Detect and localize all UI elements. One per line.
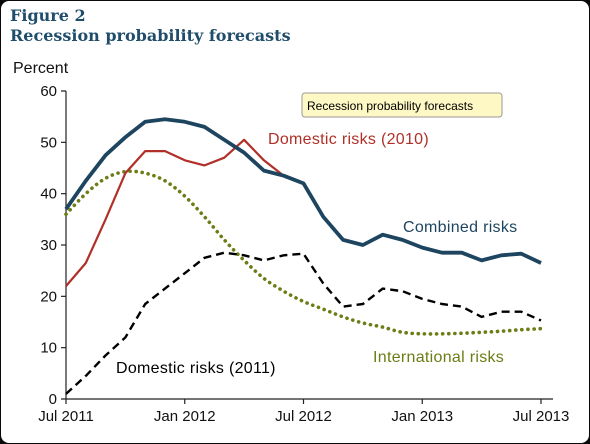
tooltip-box (301, 92, 503, 118)
figure-number: Figure 2 (10, 6, 86, 25)
series-line-international-risks (64, 169, 543, 336)
x-tick-label: Jan 2013 (391, 408, 453, 425)
series-layer (64, 117, 543, 395)
tooltip: Recession probability forecasts (301, 92, 503, 118)
label-international: International risks (373, 349, 504, 366)
y-tick-label: 20 (40, 288, 57, 305)
x-tick-label: Jul 2012 (275, 408, 332, 425)
x-tick-label: Jul 2011 (38, 408, 94, 425)
axes: 0 10 20 30 40 50 60 Jul 2011 Jan 2012 Jul 2012 Jan… (38, 83, 569, 425)
y-tick-label: 0 (49, 391, 57, 408)
y-axis-label: Percent (13, 60, 69, 77)
label-domestic-2010: Domestic risks (2010) (268, 131, 429, 148)
y-tick-label: 30 (40, 237, 57, 254)
y-tick-label: 50 (40, 134, 57, 151)
series-line-combined-risks (64, 117, 542, 265)
y-tick-label: 60 (40, 83, 57, 100)
series-line-domestic-risks-2010 (65, 138, 285, 287)
figure-title: Recession probability forecasts (10, 26, 291, 45)
x-tick-label: Jan 2012 (154, 408, 216, 425)
y-tick-label: 10 (40, 340, 57, 357)
tooltip-text: Recession probability forecasts (307, 99, 473, 113)
x-tick-label: Jul 2013 (513, 408, 570, 425)
figure-heading: Figure 2 Recession probability forecasts (10, 6, 291, 46)
series-line-domestic-risks-2011 (65, 251, 542, 395)
label-domestic-2011: Domestic risks (2011) (116, 360, 276, 377)
label-combined: Combined risks (403, 219, 517, 236)
y-tick-label: 40 (40, 186, 57, 203)
